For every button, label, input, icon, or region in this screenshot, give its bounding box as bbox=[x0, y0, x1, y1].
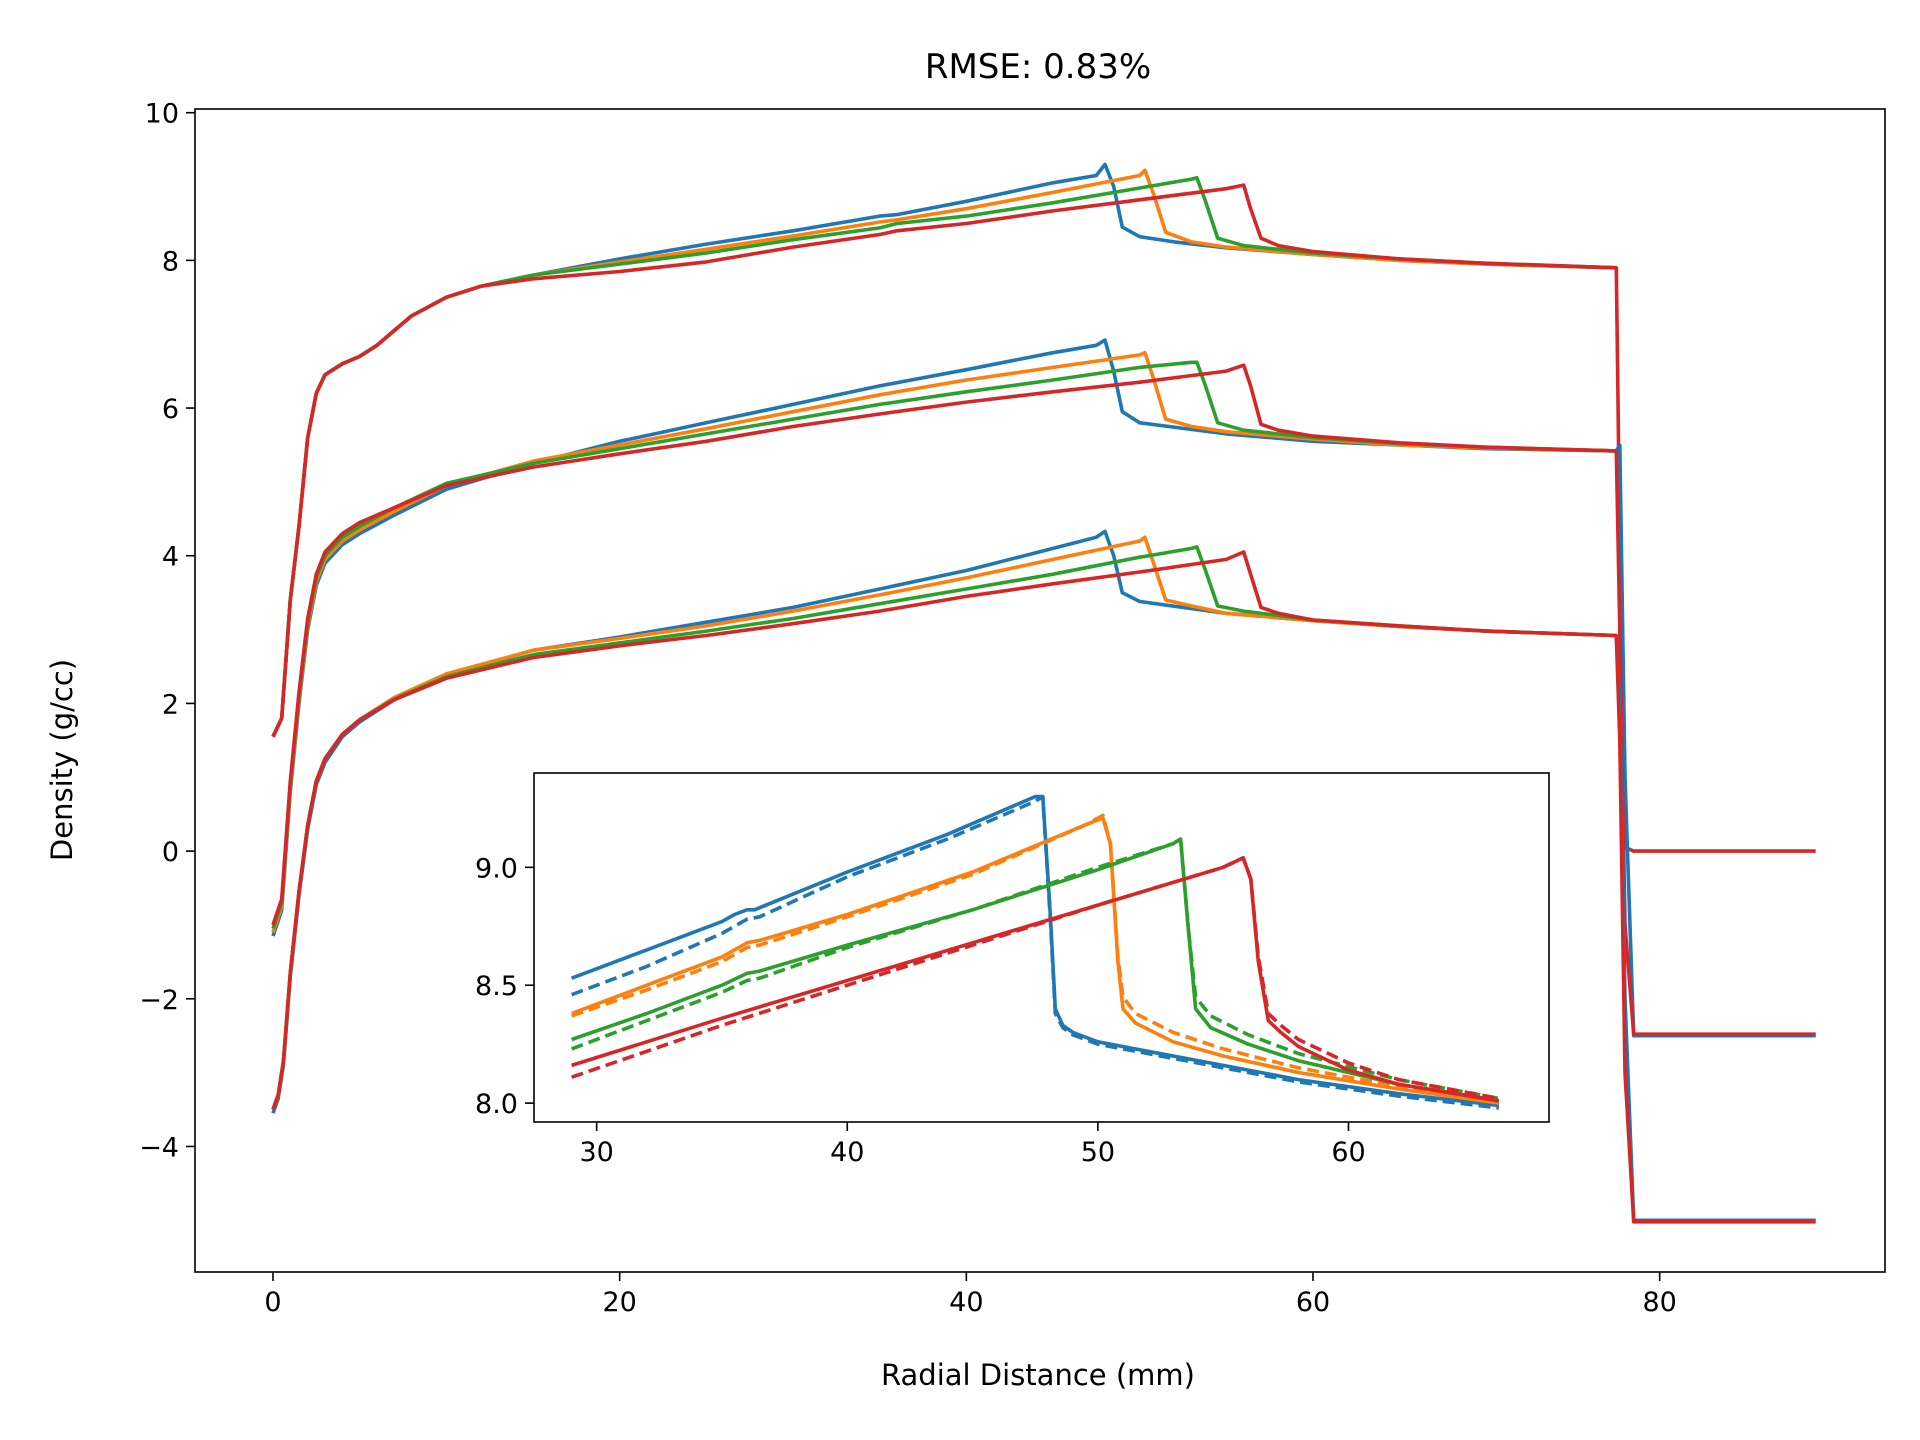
inset-line-inset-orange-dashed bbox=[571, 813, 1500, 1103]
inset-y-tick-label: 9.0 bbox=[475, 853, 518, 884]
inset-x-tick-label: 30 bbox=[579, 1137, 613, 1168]
inset-plot-frame bbox=[533, 772, 1550, 1123]
inset-axis-ticks: 30 40 50 60 8.0 8.5 9.0 bbox=[475, 853, 1366, 1168]
main-y-tick-label: 4 bbox=[162, 542, 179, 573]
main-y-tick-label: −2 bbox=[139, 985, 179, 1016]
main-axis-ticks: 0 20 40 60 80 −4 −2 0 2 4 6 8 10 bbox=[139, 99, 1677, 1318]
main-y-tick-label: 10 bbox=[145, 99, 179, 130]
y-axis-label: Density (g/cc) bbox=[45, 659, 79, 861]
main-y-tick-label: 0 bbox=[162, 837, 179, 868]
inset-line-inset-red-dashed bbox=[571, 856, 1500, 1101]
inset-x-tick-label: 50 bbox=[1081, 1137, 1115, 1168]
main-line-top-red bbox=[271, 183, 1816, 853]
main-y-tick-label: 2 bbox=[162, 689, 179, 720]
main-line-mid-red bbox=[271, 363, 1816, 1036]
main-line-top-orange bbox=[271, 168, 1617, 738]
inset-y-tick-label: 8.0 bbox=[475, 1089, 518, 1120]
main-line-bot-red bbox=[271, 550, 1816, 1224]
main-series-lines bbox=[271, 162, 1816, 1224]
inset-line-inset-green-dashed bbox=[570, 837, 1500, 1101]
inset-y-tick-label: 8.5 bbox=[475, 971, 518, 1002]
main-plot-frame bbox=[194, 108, 1886, 1273]
main-x-tick-label: 40 bbox=[949, 1287, 983, 1318]
chart-title: RMSE: 0.83% bbox=[925, 47, 1151, 87]
main-y-tick-label: 8 bbox=[162, 246, 179, 277]
main-x-tick-label: 20 bbox=[602, 1287, 636, 1318]
main-x-tick-label: 0 bbox=[264, 1287, 281, 1318]
main-y-tick-label: 6 bbox=[162, 394, 179, 425]
inset-background bbox=[534, 773, 1549, 1122]
x-axis-label: Radial Distance (mm) bbox=[881, 1358, 1195, 1392]
inset-line-inset-red-solid bbox=[571, 856, 1500, 1103]
inset-x-tick-label: 60 bbox=[1331, 1137, 1365, 1168]
inset-x-tick-label: 40 bbox=[830, 1137, 864, 1168]
inset-series-lines bbox=[570, 794, 1500, 1110]
inset-line-inset-blue-solid bbox=[570, 794, 1500, 1108]
main-x-tick-label: 80 bbox=[1642, 1287, 1676, 1318]
main-y-tick-label: −4 bbox=[139, 1132, 179, 1163]
main-line-top-blue bbox=[271, 162, 1617, 738]
main-x-tick-label: 60 bbox=[1296, 1287, 1330, 1318]
